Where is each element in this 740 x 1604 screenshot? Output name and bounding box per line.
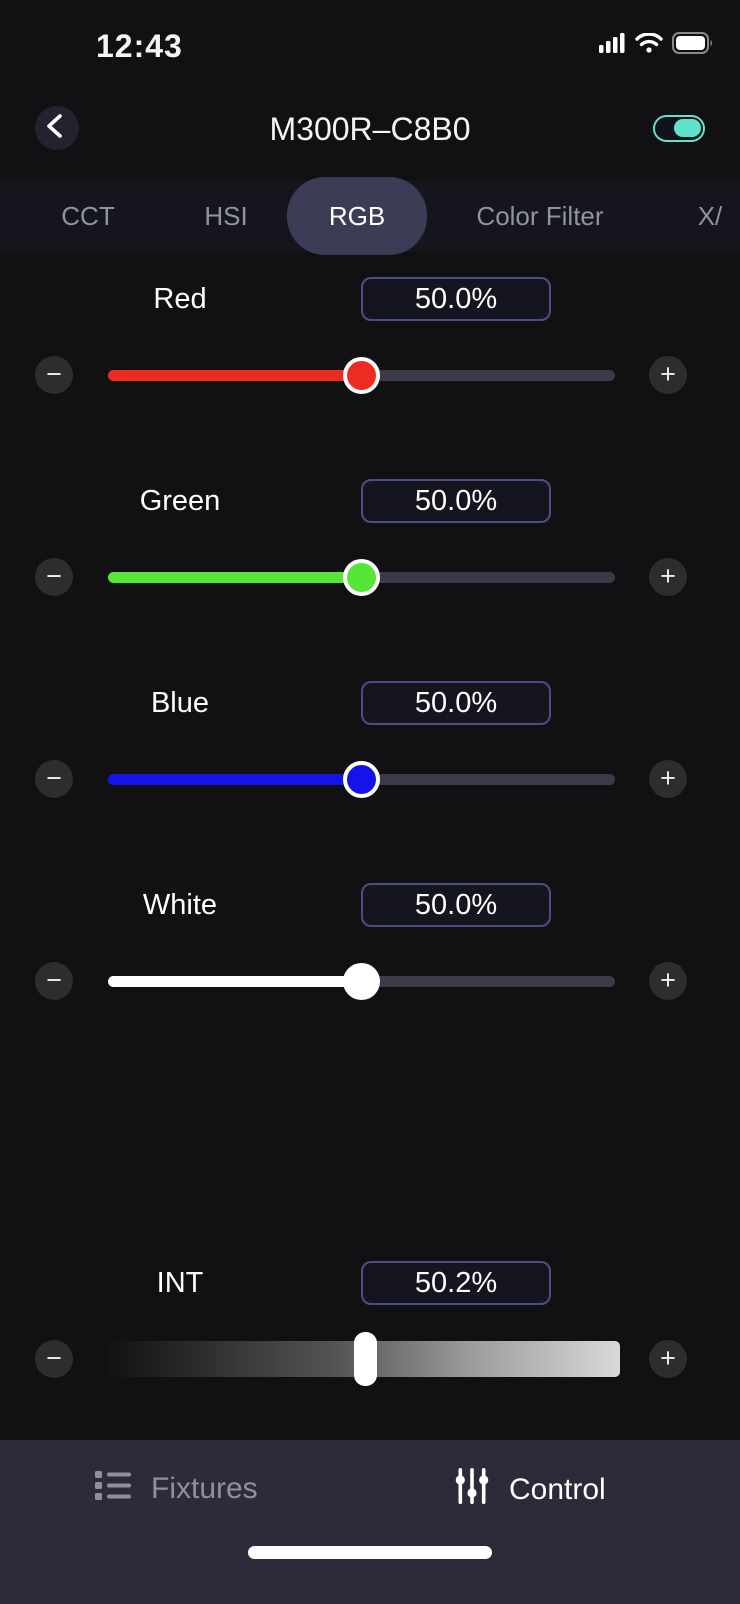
white-slider-track[interactable] xyxy=(108,963,615,1000)
white-decrease-button[interactable]: − xyxy=(35,962,73,1000)
status-time: 12:43 xyxy=(96,28,183,64)
red-decrease-button[interactable]: − xyxy=(35,356,73,394)
intensity-slider-track[interactable] xyxy=(108,1332,620,1386)
list-icon xyxy=(95,1468,131,1510)
nav-label: Control xyxy=(509,1473,606,1506)
red-slider-track[interactable] xyxy=(108,357,615,394)
bottom-nav: Fixtures Control xyxy=(0,1440,740,1604)
intensity-increase-button[interactable]: + xyxy=(649,1340,687,1378)
green-slider-thumb[interactable] xyxy=(343,559,380,596)
intensity-value-field[interactable]: 50.2% xyxy=(361,1261,551,1305)
slider-fill xyxy=(108,774,362,785)
blue-slider-thumb[interactable] xyxy=(343,761,380,798)
slider-label: Green xyxy=(139,485,221,517)
slider-group-green: Green 50.0% − + xyxy=(0,472,740,632)
tab-rgb[interactable]: RGB xyxy=(287,177,427,255)
tab-xy[interactable]: X/ xyxy=(697,201,723,231)
slider-label: Red xyxy=(153,283,207,315)
sliders-icon xyxy=(455,1468,489,1512)
tab-hsi[interactable]: HSI xyxy=(204,201,248,231)
back-button[interactable] xyxy=(35,106,79,150)
home-indicator[interactable] xyxy=(248,1546,492,1559)
chevron-left-icon xyxy=(35,104,79,153)
cellular-signal-icon xyxy=(599,33,626,58)
white-value-field[interactable]: 50.0% xyxy=(361,883,551,927)
slider-fill xyxy=(108,572,362,583)
blue-value-field[interactable]: 50.0% xyxy=(361,681,551,725)
nav-item-control[interactable]: Control xyxy=(455,1468,606,1512)
blue-slider-track[interactable] xyxy=(108,761,615,798)
slider-group-intensity: INT 50.2% − + xyxy=(0,1254,740,1414)
status-icons xyxy=(599,32,714,59)
power-toggle-knob xyxy=(674,119,701,137)
slider-label: White xyxy=(142,889,218,921)
white-slider-thumb[interactable] xyxy=(343,963,380,1000)
slider-group-white: White 50.0% − + xyxy=(0,876,740,1036)
white-increase-button[interactable]: + xyxy=(649,962,687,1000)
green-slider-track[interactable] xyxy=(108,559,615,596)
battery-icon xyxy=(672,32,714,59)
slider-label: INT xyxy=(156,1267,204,1299)
red-slider-thumb[interactable] xyxy=(343,357,380,394)
page-title: M300R–C8B0 xyxy=(269,111,471,147)
slider-group-blue: Blue 50.0% − + xyxy=(0,674,740,834)
red-value-field[interactable]: 50.0% xyxy=(361,277,551,321)
blue-decrease-button[interactable]: − xyxy=(35,760,73,798)
slider-label: Blue xyxy=(150,687,210,719)
nav-item-fixtures[interactable]: Fixtures xyxy=(95,1468,258,1510)
blue-increase-button[interactable]: + xyxy=(649,760,687,798)
mode-tabbar: CCT HSI RGB Color Filter X/ xyxy=(0,177,740,255)
tab-color-filter[interactable]: Color Filter xyxy=(476,201,604,231)
green-value-field[interactable]: 50.0% xyxy=(361,479,551,523)
power-toggle[interactable] xyxy=(653,115,705,142)
red-increase-button[interactable]: + xyxy=(649,356,687,394)
slider-fill xyxy=(108,370,362,381)
nav-label: Fixtures xyxy=(151,1472,258,1505)
green-increase-button[interactable]: + xyxy=(649,558,687,596)
intensity-slider-thumb[interactable] xyxy=(353,1332,377,1386)
tab-rgb-label: RGB xyxy=(328,201,386,231)
tab-cct[interactable]: CCT xyxy=(61,201,115,231)
slider-fill xyxy=(108,976,362,987)
wifi-icon xyxy=(635,32,663,58)
slider-group-red: Red 50.0% − + xyxy=(0,270,740,430)
green-decrease-button[interactable]: − xyxy=(35,558,73,596)
intensity-decrease-button[interactable]: − xyxy=(35,1340,73,1378)
